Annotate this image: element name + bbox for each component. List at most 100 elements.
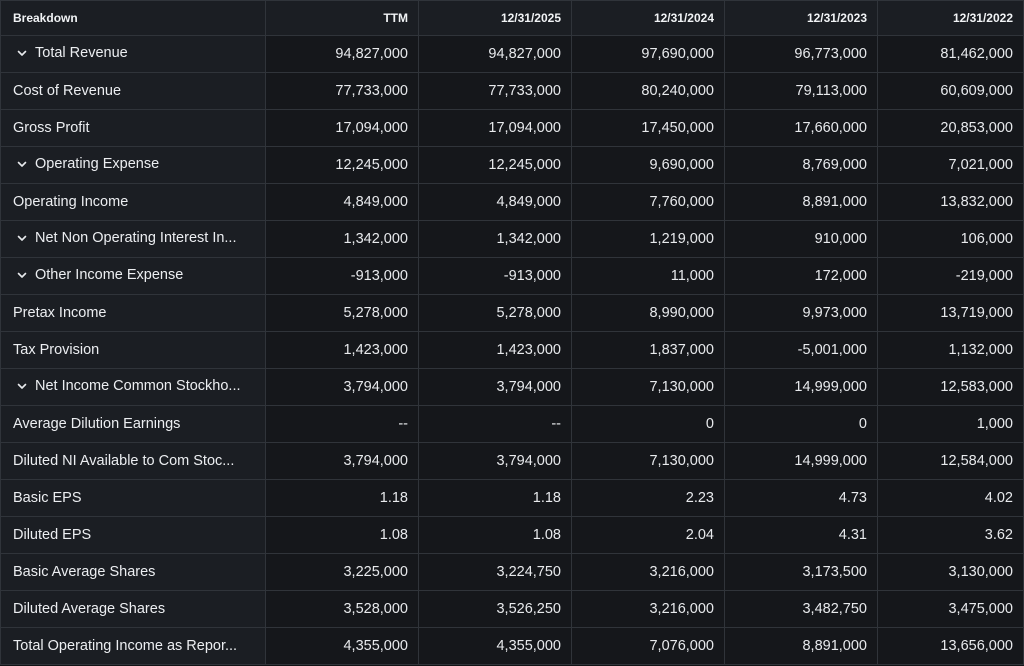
value-cell-2022: 1,000 bbox=[877, 405, 1024, 443]
value-cell-2024: 3,216,000 bbox=[571, 553, 725, 591]
row-label-cell: Basic Average Shares bbox=[0, 553, 266, 591]
value-cell-2025: 3,526,250 bbox=[418, 590, 572, 628]
value-cell-2022: 3.62 bbox=[877, 516, 1024, 554]
value-cell-2023: 172,000 bbox=[724, 257, 878, 295]
value-cell-2024: 7,130,000 bbox=[571, 442, 725, 480]
table-row: Total Operating Income as Repor... 4,355,… bbox=[0, 627, 1024, 665]
row-label-cell[interactable]: Net Income Common Stockho... bbox=[0, 368, 266, 406]
row-label: Gross Profit bbox=[13, 120, 90, 136]
row-label: Diluted NI Available to Com Stoc... bbox=[13, 453, 235, 469]
value-cell-2022: 7,021,000 bbox=[877, 146, 1024, 184]
row-label: Basic EPS bbox=[13, 490, 82, 506]
value-cell-2025: 77,733,000 bbox=[418, 72, 572, 110]
row-label-cell[interactable]: Total Revenue bbox=[0, 35, 266, 73]
row-label-cell[interactable]: Other Income Expense bbox=[0, 257, 266, 295]
row-label-cell[interactable]: Operating Expense bbox=[0, 146, 266, 184]
row-label-wrapper: Average Dilution Earnings bbox=[13, 416, 180, 432]
value-cell-2024: 1,219,000 bbox=[571, 220, 725, 258]
value-cell-2025: 4,355,000 bbox=[418, 627, 572, 665]
table-row[interactable]: Net Income Common Stockho... 3,794,000 3,7… bbox=[0, 368, 1024, 406]
chevron-down-icon[interactable] bbox=[15, 379, 29, 393]
value-cell-2025: 3,224,750 bbox=[418, 553, 572, 591]
value-cell-2024: 2.04 bbox=[571, 516, 725, 554]
value-cell-2024: 9,690,000 bbox=[571, 146, 725, 184]
row-label-wrapper: Total Revenue bbox=[13, 45, 128, 61]
value-cell-2023: 3,173,500 bbox=[724, 553, 878, 591]
value-cell-2023: 96,773,000 bbox=[724, 35, 878, 73]
value-cell-2023: 8,769,000 bbox=[724, 146, 878, 184]
row-label: Cost of Revenue bbox=[13, 83, 122, 99]
row-label: Diluted Average Shares bbox=[13, 601, 166, 617]
chevron-down-icon[interactable] bbox=[15, 46, 29, 60]
row-label-wrapper: Tax Provision bbox=[13, 342, 99, 358]
row-label-wrapper: Basic Average Shares bbox=[13, 564, 155, 580]
row-label: Net Non Operating Interest In... bbox=[35, 229, 237, 246]
row-label-cell: Diluted Average Shares bbox=[0, 590, 266, 628]
value-cell-2022: 3,475,000 bbox=[877, 590, 1024, 628]
column-header-2025[interactable]: 12/31/2025 bbox=[418, 0, 572, 36]
value-cell-2025: -913,000 bbox=[418, 257, 572, 295]
table-row[interactable]: Total Revenue 94,827,000 94,827,000 97,690,… bbox=[0, 35, 1024, 73]
row-label-wrapper: Gross Profit bbox=[13, 120, 90, 136]
value-cell-2024: 8,990,000 bbox=[571, 294, 725, 332]
value-cell-2022: 60,609,000 bbox=[877, 72, 1024, 110]
value-cell-ttm: 1.08 bbox=[265, 516, 419, 554]
chevron-down-icon[interactable] bbox=[15, 157, 29, 171]
table-row: Gross Profit 17,094,000 17,094,000 17,450,0… bbox=[0, 109, 1024, 147]
row-label: Average Dilution Earnings bbox=[13, 416, 181, 432]
table-row: Diluted Average Shares 3,528,000 3,526,250… bbox=[0, 590, 1024, 628]
chevron-down-icon[interactable] bbox=[15, 268, 29, 282]
column-header-2022[interactable]: 12/31/2022 bbox=[877, 0, 1024, 36]
value-cell-2023: 4.31 bbox=[724, 516, 878, 554]
value-cell-2023: 4.73 bbox=[724, 479, 878, 517]
row-label-cell[interactable]: Net Non Operating Interest In... bbox=[0, 220, 266, 258]
row-label-cell: Average Dilution Earnings bbox=[0, 405, 266, 443]
value-cell-2022: 12,583,000 bbox=[877, 368, 1024, 406]
row-label: Diluted EPS bbox=[13, 527, 92, 543]
value-cell-2022: 81,462,000 bbox=[877, 35, 1024, 73]
value-cell-2024: 7,760,000 bbox=[571, 183, 725, 221]
value-cell-2025: 4,849,000 bbox=[418, 183, 572, 221]
value-cell-ttm: 1,342,000 bbox=[265, 220, 419, 258]
row-label: Operating Income bbox=[13, 194, 129, 210]
value-cell-ttm: 3,794,000 bbox=[265, 442, 419, 480]
row-label-cell: Operating Income bbox=[0, 183, 266, 221]
value-cell-ttm: 3,528,000 bbox=[265, 590, 419, 628]
chevron-down-icon[interactable] bbox=[15, 231, 29, 245]
value-cell-2022: 12,584,000 bbox=[877, 442, 1024, 480]
column-header-2023[interactable]: 12/31/2023 bbox=[724, 0, 878, 36]
value-cell-2023: 17,660,000 bbox=[724, 109, 878, 147]
table-row[interactable]: Other Income Expense -913,000 -913,000 11,0… bbox=[0, 257, 1024, 295]
table-row[interactable]: Operating Expense 12,245,000 12,245,000 9,6… bbox=[0, 146, 1024, 184]
table-row[interactable]: Net Non Operating Interest In... 1,342,00… bbox=[0, 220, 1024, 258]
value-cell-2025: 1,342,000 bbox=[418, 220, 572, 258]
table-row: Average Dilution Earnings -- -- 0 0 1,000 bbox=[0, 405, 1024, 443]
value-cell-2022: -219,000 bbox=[877, 257, 1024, 295]
value-cell-2023: 14,999,000 bbox=[724, 442, 878, 480]
value-cell-2024: 1,837,000 bbox=[571, 331, 725, 369]
table-row: Operating Income 4,849,000 4,849,000 7,760,… bbox=[0, 183, 1024, 221]
row-label-cell: Gross Profit bbox=[0, 109, 266, 147]
row-label: Basic Average Shares bbox=[13, 564, 156, 580]
value-cell-2023: 3,482,750 bbox=[724, 590, 878, 628]
value-cell-2023: 8,891,000 bbox=[724, 183, 878, 221]
value-cell-2024: 7,076,000 bbox=[571, 627, 725, 665]
value-cell-ttm: -913,000 bbox=[265, 257, 419, 295]
value-cell-2024: 17,450,000 bbox=[571, 109, 725, 147]
table-row: Pretax Income 5,278,000 5,278,000 8,990,000… bbox=[0, 294, 1024, 332]
table-row: Diluted NI Available to Com Stoc... 3,794… bbox=[0, 442, 1024, 480]
column-header-ttm[interactable]: TTM bbox=[265, 0, 419, 36]
row-label-wrapper: Net Non Operating Interest In... bbox=[13, 230, 237, 246]
column-header-2024[interactable]: 12/31/2024 bbox=[571, 0, 725, 36]
value-cell-2022: 106,000 bbox=[877, 220, 1024, 258]
row-label-wrapper: Cost of Revenue bbox=[13, 83, 121, 99]
value-cell-ttm: 4,849,000 bbox=[265, 183, 419, 221]
value-cell-2025: 17,094,000 bbox=[418, 109, 572, 147]
value-cell-2025: 3,794,000 bbox=[418, 368, 572, 406]
table-row: Tax Provision 1,423,000 1,423,000 1,837,000… bbox=[0, 331, 1024, 369]
value-cell-ttm: 12,245,000 bbox=[265, 146, 419, 184]
value-cell-2025: 1,423,000 bbox=[418, 331, 572, 369]
value-cell-2025: 12,245,000 bbox=[418, 146, 572, 184]
row-label-cell: Cost of Revenue bbox=[0, 72, 266, 110]
value-cell-2022: 4.02 bbox=[877, 479, 1024, 517]
